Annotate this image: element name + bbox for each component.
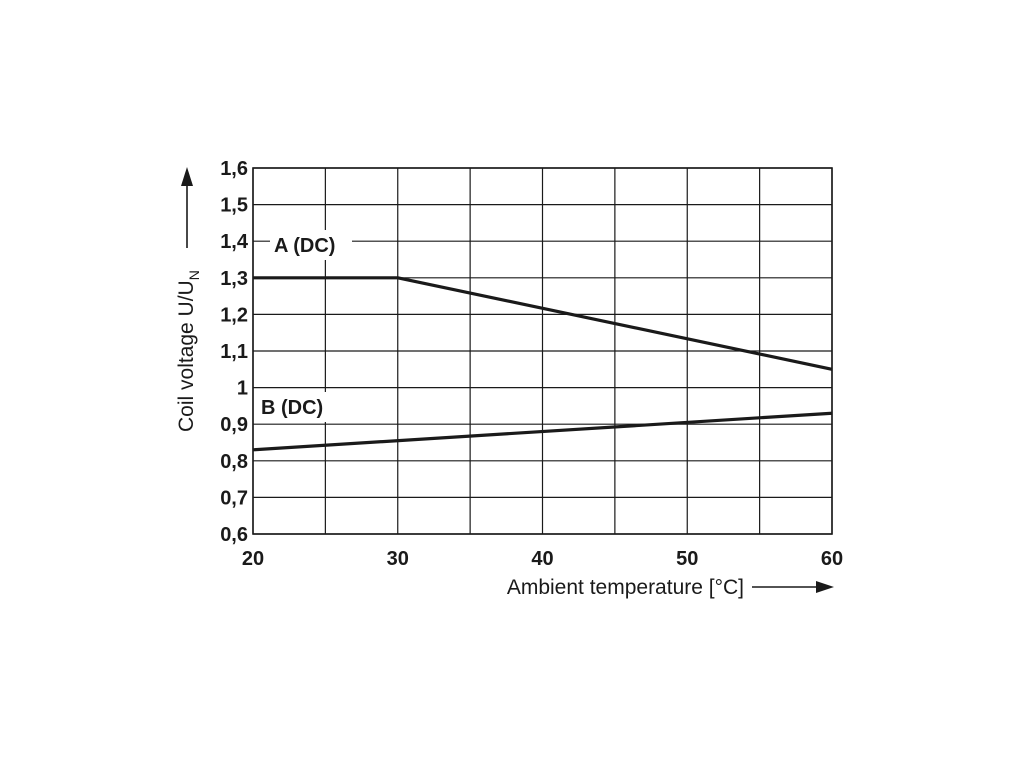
y-tick-label: 0,6 xyxy=(220,524,248,546)
y-tick-label: 1,4 xyxy=(220,231,249,253)
y-tick-label: 0,9 xyxy=(220,414,248,436)
x-tick-label: 50 xyxy=(676,548,698,570)
y-tick-label: 1,3 xyxy=(220,268,248,290)
x-axis-title: Ambient temperature [°C] xyxy=(507,576,744,599)
y-tick-label: 1,1 xyxy=(220,341,248,363)
y-tick-label: 1,2 xyxy=(220,304,248,326)
y-tick-label: 1 xyxy=(237,378,248,400)
series-line-a-dc xyxy=(253,276,833,371)
y-axis-title: Coil voltage U/UN xyxy=(175,270,202,432)
x-tick-label: 20 xyxy=(242,548,264,570)
x-tick-label: 30 xyxy=(387,548,409,570)
grid xyxy=(252,167,833,535)
y-tick-label: 0,8 xyxy=(220,451,248,473)
series-label-a-dc: A (DC) xyxy=(274,235,335,257)
y-axis-title-main: Coil voltage U/U xyxy=(175,280,198,432)
x-tick-label: 60 xyxy=(821,548,843,570)
series-label-background xyxy=(257,392,337,422)
y-tick-label: 1,6 xyxy=(220,158,248,180)
x-tick-label: 40 xyxy=(531,548,553,570)
y-axis-arrow-head xyxy=(181,167,193,186)
series-lines xyxy=(252,276,833,452)
x-axis-arrow-head xyxy=(816,581,834,593)
series-labels: A (DC) B (DC) xyxy=(257,230,352,422)
series-line-b-dc xyxy=(252,411,833,452)
series-label-b-dc: B (DC) xyxy=(261,397,323,419)
y-tick-label: 1,5 xyxy=(220,195,248,217)
x-tick-labels: 20 30 40 50 60 xyxy=(242,548,843,570)
series-label-background xyxy=(270,230,352,260)
y-tick-label: 0,7 xyxy=(220,487,248,509)
y-tick-labels: 0,6 0,7 0,8 0,9 1 1,1 1,2 1,3 1,4 1,5 1,6 xyxy=(220,158,249,546)
plot-frame xyxy=(252,167,833,535)
y-axis-title-subscript: N xyxy=(186,270,202,280)
